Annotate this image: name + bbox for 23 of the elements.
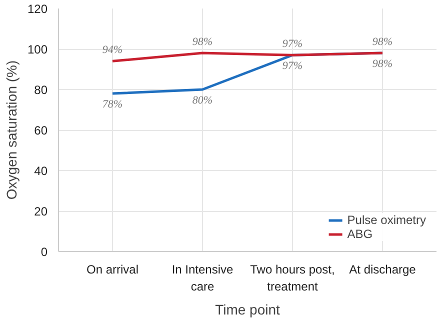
- data-label: 98%: [192, 36, 213, 48]
- data-label: 98%: [372, 58, 393, 70]
- legend-label: ABG: [347, 227, 373, 241]
- data-label: 78%: [102, 98, 123, 111]
- y-tick-label: 100: [27, 42, 48, 56]
- y-tick-label: 60: [34, 124, 48, 138]
- y-tick-label: 20: [34, 204, 48, 218]
- x-tick-label: Two hours post, treatment: [250, 262, 335, 294]
- data-label: 80%: [192, 94, 213, 106]
- y-tick-label: 80: [34, 83, 48, 97]
- data-label: 94%: [102, 44, 123, 56]
- data-label: 97%: [282, 38, 303, 50]
- x-tick-label: In Intensive care: [172, 262, 234, 294]
- x-tick-label: On arrival: [86, 262, 139, 276]
- legend-label: Pulse oximetry: [347, 213, 426, 227]
- data-label: 98%: [372, 36, 393, 48]
- y-tick-label: 0: [40, 245, 48, 259]
- x-axis-title: Time point: [215, 301, 280, 318]
- y-tick-label: 40: [34, 164, 48, 178]
- y-tick-label: 120: [27, 2, 48, 16]
- data-label: 97%: [282, 60, 303, 72]
- x-tick-label: At discharge: [349, 262, 416, 276]
- y-axis-title: Oxygen saturation (%): [3, 60, 20, 200]
